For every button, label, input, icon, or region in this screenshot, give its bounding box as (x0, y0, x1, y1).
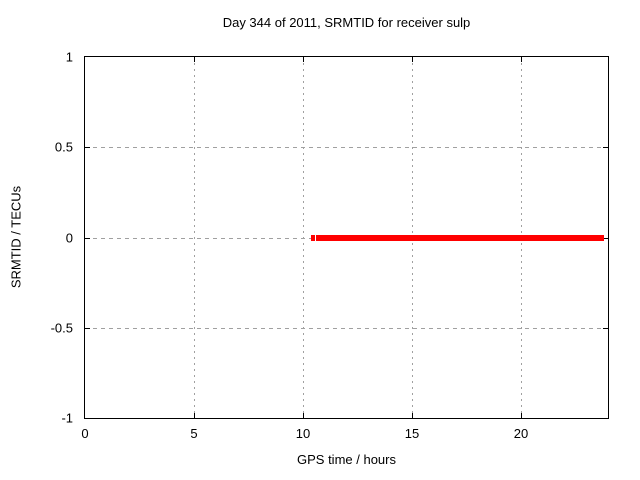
x-tick-label: 20 (513, 426, 529, 441)
y-tick-label: -1 (61, 410, 73, 426)
y-tick-left (85, 238, 90, 239)
x-tick (521, 413, 522, 418)
x-gridline (194, 57, 195, 418)
y-tick-left (85, 328, 90, 329)
x-tick-top (412, 57, 413, 62)
x-tick-label: 0 (81, 426, 89, 441)
x-axis-label: GPS time / hours (297, 452, 396, 467)
data-line-segment (311, 235, 315, 241)
x-tick-top (303, 57, 304, 62)
y-gridline (85, 328, 608, 329)
x-tick-top (521, 57, 522, 62)
x-gridline (303, 57, 304, 418)
x-tick-label: 5 (190, 426, 198, 441)
y-tick-left (85, 147, 90, 148)
y-tick-right (603, 238, 608, 239)
y-gridline (85, 147, 608, 148)
x-tick-top (194, 57, 195, 62)
x-tick (194, 413, 195, 418)
plot-area: 0 5 10 15 20 -1 -0.5 0 0.5 1 (51, 50, 609, 441)
y-tick-label: 0.5 (54, 139, 73, 155)
x-tick (412, 413, 413, 418)
x-tick-label: 10 (295, 426, 311, 441)
x-tick-label: 15 (404, 426, 420, 441)
chart-title: Day 344 of 2011, SRMTID for receiver sul… (222, 15, 471, 30)
y-tick-right (603, 328, 608, 329)
y-axis-label: SRMTID / TECUs (8, 185, 24, 289)
x-tick (303, 413, 304, 418)
y-tick-label: 1 (65, 49, 73, 65)
y-tick-right (603, 147, 608, 148)
y-tick-label: 0 (65, 230, 73, 246)
data-line-segment (316, 235, 604, 241)
y-tick-label: -0.5 (50, 320, 73, 336)
